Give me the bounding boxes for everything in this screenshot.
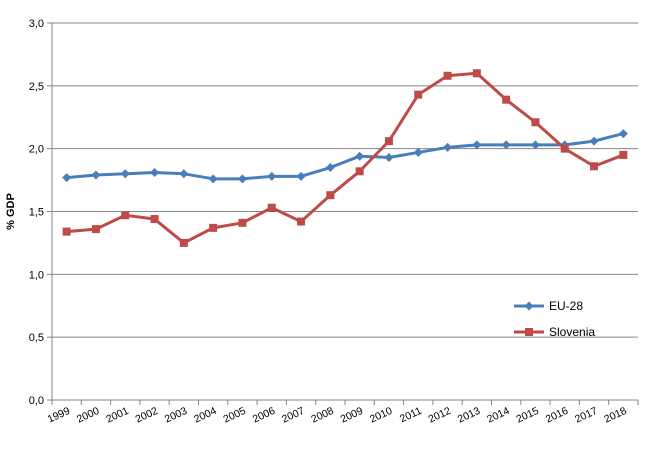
y-tick-label: 0,5 bbox=[29, 332, 44, 344]
data-point-eu-28 bbox=[208, 174, 218, 184]
gridlines bbox=[52, 22, 638, 338]
data-point-eu-28 bbox=[618, 129, 628, 139]
series-line-eu-28 bbox=[66, 132, 624, 181]
x-tick-label: 2010 bbox=[368, 405, 394, 426]
x-tick-label: 2009 bbox=[339, 405, 365, 426]
data-point-eu-28 bbox=[325, 163, 335, 173]
data-point-slovenia bbox=[238, 218, 247, 227]
data-point-eu-28 bbox=[150, 168, 160, 178]
x-tick-label: 2015 bbox=[514, 405, 540, 426]
data-point-slovenia bbox=[150, 215, 159, 224]
data-point-slovenia bbox=[179, 238, 188, 247]
data-point-eu-28 bbox=[589, 136, 599, 146]
series-line-slovenia bbox=[66, 71, 624, 245]
y-axis-ticks: 0,0 0,5 1,0 1,5 2,0 2,5 3,0 bbox=[29, 18, 52, 407]
legend-label-slovenia: Slovenia bbox=[549, 325, 595, 339]
x-tick-label: 2006 bbox=[251, 405, 277, 426]
data-point-eu-28 bbox=[267, 171, 277, 181]
data-point-eu-28 bbox=[62, 173, 72, 183]
y-tick-label: 2,5 bbox=[29, 81, 44, 93]
x-tick-label: 2016 bbox=[544, 405, 570, 426]
data-point-slovenia bbox=[414, 90, 423, 99]
data-point-slovenia bbox=[531, 118, 540, 127]
x-tick-label: 2011 bbox=[398, 405, 424, 425]
x-tick-label: 2013 bbox=[456, 405, 482, 426]
data-point-eu-28 bbox=[501, 140, 511, 150]
data-point-eu-28 bbox=[443, 142, 453, 152]
data-point-eu-28 bbox=[237, 174, 247, 184]
data-point-slovenia bbox=[209, 223, 218, 232]
data-point-eu-28 bbox=[384, 152, 394, 162]
data-point-slovenia bbox=[297, 217, 306, 226]
x-tick-label: 2005 bbox=[221, 405, 247, 426]
data-point-slovenia bbox=[326, 191, 335, 200]
data-point-slovenia bbox=[384, 137, 393, 146]
data-point-slovenia bbox=[472, 69, 481, 78]
x-tick-label: 2007 bbox=[280, 405, 306, 426]
x-tick-label: 2004 bbox=[192, 405, 218, 426]
data-point-slovenia bbox=[267, 203, 276, 212]
x-tick-label: 2000 bbox=[75, 405, 101, 426]
data-point-eu-28 bbox=[296, 171, 306, 181]
y-tick-label: 3,0 bbox=[29, 18, 44, 30]
legend-marker-slovenia bbox=[525, 328, 533, 336]
x-axis-ticks: 1999 2000 2001 2002 2003 2004 2005 2006 2007 2008… bbox=[46, 400, 639, 426]
x-tick-label: 2014 bbox=[485, 405, 511, 426]
data-point-slovenia bbox=[355, 167, 364, 176]
data-point-slovenia bbox=[443, 71, 452, 80]
x-tick-label: 2002 bbox=[134, 405, 160, 426]
y-tick-label: 1,5 bbox=[29, 207, 44, 219]
data-point-eu-28 bbox=[91, 170, 101, 180]
data-point-slovenia bbox=[590, 162, 599, 171]
data-point-eu-28 bbox=[179, 169, 189, 179]
x-tick-label: 2008 bbox=[309, 405, 335, 426]
x-tick-label: 2001 bbox=[104, 405, 130, 426]
legend-label-eu-28: EU-28 bbox=[549, 299, 583, 313]
x-tick-label: 1999 bbox=[46, 405, 72, 426]
data-point-eu-28 bbox=[120, 169, 130, 179]
data-point-slovenia bbox=[619, 150, 628, 159]
data-point-slovenia bbox=[91, 225, 100, 234]
x-tick-label: 2017 bbox=[573, 405, 599, 426]
legend-marker-eu-28 bbox=[524, 301, 534, 311]
legend: EU-28 Slovenia bbox=[514, 299, 595, 339]
x-tick-label: 2012 bbox=[427, 405, 453, 426]
data-point-eu-28 bbox=[413, 147, 423, 157]
data-point-slovenia bbox=[502, 95, 511, 104]
data-point-eu-28 bbox=[530, 140, 540, 150]
x-tick-label: 2018 bbox=[602, 405, 628, 426]
data-point-eu-28 bbox=[355, 151, 365, 161]
x-tick-label: 2003 bbox=[163, 405, 189, 426]
data-point-slovenia bbox=[121, 211, 130, 220]
y-axis-label: % GDP bbox=[5, 193, 17, 230]
data-point-slovenia bbox=[62, 227, 71, 236]
series-group bbox=[62, 69, 628, 247]
y-tick-label: 2,0 bbox=[29, 144, 44, 156]
y-tick-label: 1,0 bbox=[29, 269, 44, 281]
data-point-slovenia bbox=[560, 144, 569, 153]
data-point-eu-28 bbox=[472, 140, 482, 150]
y-tick-label: 0,0 bbox=[29, 395, 44, 407]
